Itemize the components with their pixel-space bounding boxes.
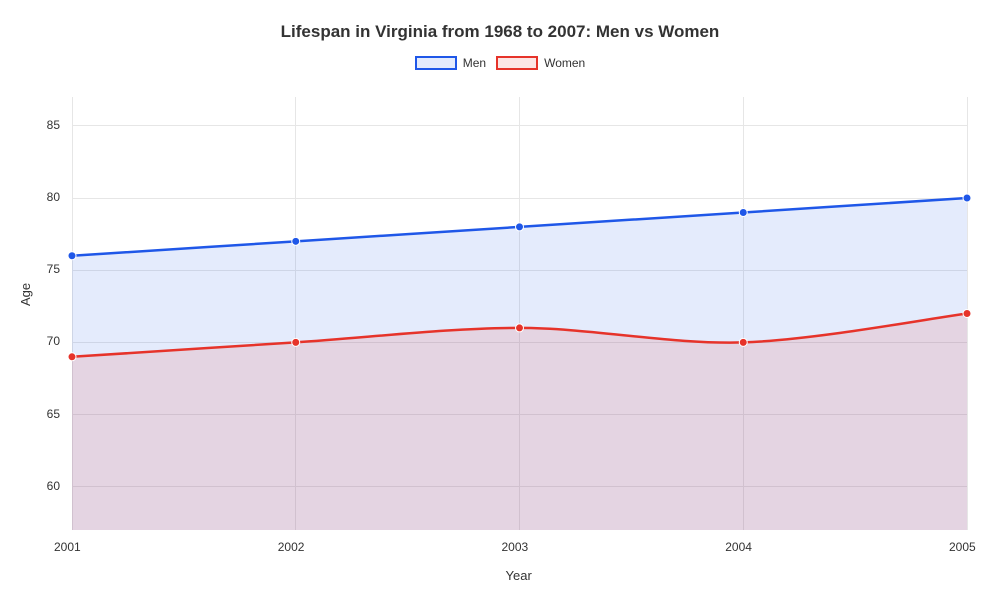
series-marker-1[interactable] [68, 353, 76, 361]
x-tick-label: 2002 [278, 540, 305, 554]
legend-label-men: Men [463, 56, 486, 70]
series-marker-0[interactable] [516, 223, 524, 231]
y-tick-label: 75 [47, 262, 60, 276]
series-marker-1[interactable] [963, 310, 971, 318]
x-tick-label: 2005 [949, 540, 976, 554]
legend-item-women[interactable]: Women [496, 56, 585, 70]
chart-svg [72, 97, 967, 530]
legend-label-women: Women [544, 56, 585, 70]
lifespan-chart: Lifespan in Virginia from 1968 to 2007: … [0, 0, 1000, 600]
y-axis-label: Age [18, 282, 33, 305]
series-marker-1[interactable] [739, 338, 747, 346]
legend-item-men[interactable]: Men [415, 56, 486, 70]
y-tick-label: 65 [47, 407, 60, 421]
x-tick-label: 2003 [502, 540, 529, 554]
series-marker-0[interactable] [739, 208, 747, 216]
x-tick-label: 2001 [54, 540, 81, 554]
chart-legend: Men Women [0, 56, 1000, 70]
series-marker-1[interactable] [516, 324, 524, 332]
series-marker-0[interactable] [963, 194, 971, 202]
y-tick-label: 70 [47, 334, 60, 348]
series-marker-0[interactable] [68, 252, 76, 260]
y-tick-label: 60 [47, 479, 60, 493]
legend-swatch-men [415, 56, 457, 70]
x-tick-label: 2004 [725, 540, 752, 554]
plot-area: 20012002200320042005606570758085 [72, 97, 967, 530]
series-marker-1[interactable] [292, 338, 300, 346]
x-axis-label: Year [506, 568, 532, 583]
chart-title: Lifespan in Virginia from 1968 to 2007: … [0, 0, 1000, 42]
y-tick-label: 80 [47, 190, 60, 204]
y-tick-label: 85 [47, 118, 60, 132]
legend-swatch-women [496, 56, 538, 70]
series-marker-0[interactable] [292, 237, 300, 245]
